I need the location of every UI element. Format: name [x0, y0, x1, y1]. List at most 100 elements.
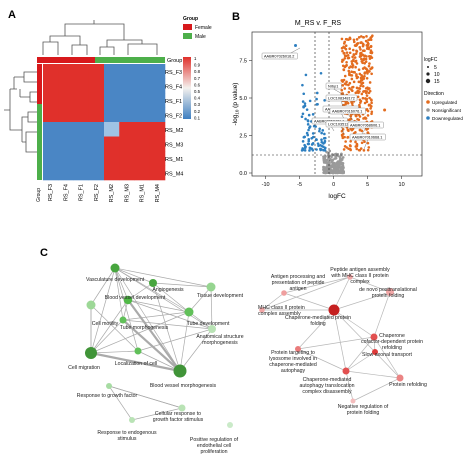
downregulated-point [315, 138, 318, 142]
heatmap-cell [149, 93, 166, 108]
upregulated-point [359, 84, 362, 88]
left-network-node [110, 263, 120, 273]
upregulated-point [351, 55, 354, 59]
gene-label-connector [347, 113, 354, 121]
heatmap-cell [134, 64, 151, 79]
network-edge [90, 267, 116, 306]
upregulated-point [360, 41, 363, 44]
upregulated-point [359, 101, 362, 104]
network-edge [127, 299, 181, 372]
upregulated-point [362, 117, 365, 120]
upregulated-point [364, 117, 367, 120]
volcano-gene-labels: AABR07026016.2Nrbp1LOC108348172AABR07053… [261, 47, 386, 150]
heatmap-col-label: RS_M2 [109, 184, 115, 202]
nonsignificant-point [336, 160, 340, 163]
heatmap-cell [134, 165, 151, 181]
legend-label-male: Male [195, 34, 206, 40]
downregulated-point [303, 102, 307, 105]
heatmap-cell [73, 151, 90, 166]
network-edge [188, 311, 213, 330]
legend-label-female: Female [195, 25, 212, 31]
heatmap-cell [58, 78, 74, 94]
downregulated-point [306, 133, 310, 137]
heatmap-row-label: RS_F2 [165, 114, 182, 120]
upregulated-point [348, 51, 352, 55]
network-panel: Vasculature development Angiogenesis Blood… [68, 263, 427, 455]
network-labels: Vasculature development Angiogenesis Blood… [68, 267, 427, 455]
network-edge [152, 282, 181, 372]
downregulated-point [317, 144, 320, 147]
right-network-label: Chaperone-mediated protein [285, 315, 351, 321]
network-edge [114, 267, 181, 372]
network-edge [374, 351, 401, 379]
right-network-label: folding [310, 321, 325, 327]
left-network-node [206, 282, 216, 292]
upregulated-point [340, 88, 344, 92]
nonsignificant-point [331, 158, 334, 162]
heatmap-row-label: RS_M1 [165, 157, 183, 163]
nonsignificant-point [324, 169, 328, 173]
downregulated-point [322, 148, 325, 152]
network-edge [108, 385, 183, 409]
network-edge [127, 299, 190, 313]
heatmap-cell [104, 151, 120, 166]
y-tick-label: 0.0 [239, 171, 247, 177]
x-tick-label: 0 [332, 182, 335, 188]
heatmap-col-label: RS_F1 [79, 184, 85, 201]
downregulated-point [300, 115, 304, 119]
downregulated-point [307, 128, 310, 132]
network-nodes [85, 263, 404, 428]
heatmap-cell [134, 78, 151, 94]
x-tick-label: -10 [262, 182, 270, 188]
upregulated-point [361, 61, 364, 65]
downregulated-point [294, 44, 298, 47]
upregulated-point [361, 77, 365, 80]
upregulated-point [352, 80, 356, 84]
downregulated-point [303, 143, 306, 147]
right-network-node [396, 374, 404, 382]
heatmap-cell [43, 136, 59, 152]
downregulated-point [315, 148, 318, 151]
size-legend-label-5: 5 [434, 65, 437, 71]
network-edge [349, 276, 391, 293]
heatmap-cell [104, 64, 120, 79]
downregulated-point [315, 97, 318, 101]
upregulated-point [365, 127, 368, 131]
upregulated-point [366, 141, 370, 145]
right-network-label: complex [350, 279, 370, 285]
heatmap-cell [88, 93, 105, 108]
left-network-label: Tissue development [197, 293, 244, 299]
col-group-female [37, 57, 95, 63]
colorbar-tick-label: 0.8 [194, 69, 201, 74]
upregulated-point [357, 80, 361, 84]
upregulated-point [370, 72, 373, 76]
heatmap-col-label: RS_F4 [63, 184, 69, 201]
heatmap-cell [119, 78, 135, 94]
heatmap-cell [73, 136, 90, 152]
upregulated-point [344, 44, 348, 48]
heatmap-row-label: RS_M3 [165, 143, 183, 149]
upregulated-point [347, 129, 350, 133]
upregulated-point [357, 36, 361, 39]
heatmap-cell [73, 122, 90, 137]
upregulated-point [347, 69, 351, 73]
upregulated-point [348, 47, 351, 50]
right-network-label: chaperone-mediated [269, 362, 317, 368]
upregulated-point [363, 101, 367, 105]
heatmap-cell [119, 136, 135, 152]
nonsignificant-point [331, 163, 334, 167]
left-network-label: morphogenesis [202, 340, 238, 346]
upregulated-point [351, 64, 355, 67]
left-network-label: Anatomical structure [196, 334, 243, 340]
volcano-x-ticks: -10 -5 0 5 10 [262, 176, 405, 188]
nonsignificant-point [325, 165, 329, 168]
left-network-label: Cell migration [68, 365, 100, 371]
heatmap-cell [149, 78, 166, 94]
gene-label: LOC103512229 [328, 123, 355, 127]
upregulated-point [342, 148, 346, 151]
right-network-node [328, 304, 340, 316]
network-edge [114, 267, 139, 352]
heatmap-cell [43, 107, 59, 123]
network-edge [131, 407, 183, 421]
network-edge [333, 276, 351, 311]
